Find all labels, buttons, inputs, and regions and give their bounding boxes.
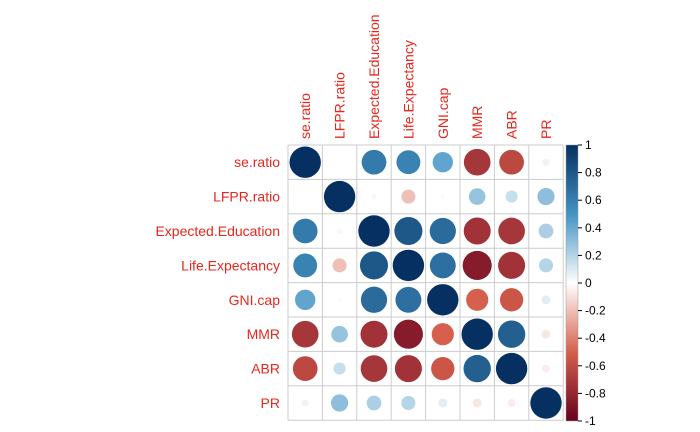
corr-circle-GNI.cap-ABR bbox=[499, 288, 524, 312]
corr-circle-ABR-LFPR.ratio bbox=[333, 362, 346, 375]
corr-circle-Expected.Education-Expected.Education bbox=[358, 215, 390, 247]
corr-circle-GNI.cap-LFPR.ratio bbox=[337, 297, 342, 303]
row-label: MMR bbox=[247, 326, 280, 342]
corr-circle-MMR-LFPR.ratio bbox=[331, 325, 348, 343]
corr-circle-MMR-se.ratio bbox=[291, 320, 319, 348]
column-label: LFPR.ratio bbox=[332, 72, 348, 139]
column-label: GNI.cap bbox=[435, 87, 451, 139]
color-legend-tick-label: -0.6 bbox=[585, 359, 606, 373]
corr-circle-Life.Expectancy-LFPR.ratio bbox=[332, 258, 347, 273]
column-label: ABR bbox=[504, 110, 520, 139]
row-label: LFPR.ratio bbox=[213, 189, 280, 205]
corr-circle-LFPR.ratio-LFPR.ratio bbox=[323, 180, 356, 213]
corr-circle-Life.Expectancy-ABR bbox=[498, 251, 526, 279]
color-legend-bar bbox=[565, 144, 579, 422]
corr-circle-GNI.cap-PR bbox=[541, 295, 551, 305]
corr-circle-GNI.cap-Life.Expectancy bbox=[395, 286, 422, 313]
color-legend-tick-label: -1 bbox=[585, 414, 596, 428]
corr-circle-LFPR.ratio-ABR bbox=[505, 190, 518, 203]
corr-circle-MMR-MMR bbox=[461, 318, 493, 350]
corr-circle-MMR-GNI.cap bbox=[431, 323, 454, 346]
color-legend: 1 0.8 0.6 0.4 0.2 0 -0.2 -0.4 -0.6 -0.8 -1 bbox=[565, 138, 606, 428]
corr-circle-PR-se.ratio bbox=[301, 399, 309, 407]
corr-circle-Expected.Education-Life.Expectancy bbox=[394, 216, 423, 246]
row-label: Life.Expectancy bbox=[181, 257, 280, 273]
corr-circle-Life.Expectancy-MMR bbox=[462, 250, 492, 280]
corr-circle-GNI.cap-GNI.cap bbox=[427, 284, 459, 316]
corr-circle-ABR-Expected.Education bbox=[360, 355, 388, 382]
corr-circle-Expected.Education-ABR bbox=[498, 217, 525, 245]
corr-circle-GNI.cap-Expected.Education bbox=[360, 286, 388, 313]
color-legend-tick-label: -0.8 bbox=[585, 386, 606, 400]
column-label: Life.Expectancy bbox=[400, 40, 416, 139]
corr-circle-Life.Expectancy-GNI.cap bbox=[429, 252, 456, 279]
row-label: PR bbox=[261, 395, 280, 411]
row-label: ABR bbox=[251, 361, 280, 377]
row-labels: se.ratio LFPR.ratio Expected.Education Life… bbox=[155, 154, 280, 411]
color-legend-tick-label: 1 bbox=[585, 138, 592, 152]
corr-circle-Expected.Education-se.ratio bbox=[292, 218, 318, 244]
color-legend-tick-label: 0 bbox=[585, 276, 592, 290]
corr-circle-PR-Expected.Education bbox=[366, 395, 382, 411]
corr-circle-ABR-Life.Expectancy bbox=[394, 355, 422, 383]
corr-circle-MMR-Expected.Education bbox=[360, 320, 388, 348]
corr-circle-LFPR.ratio-MMR bbox=[468, 188, 486, 205]
column-labels: se.ratio LFPR.ratio Expected.Education Life… bbox=[297, 14, 554, 139]
color-legend-tick-label: -0.2 bbox=[585, 304, 606, 318]
corr-circle-se.ratio-Expected.Education bbox=[361, 149, 387, 175]
column-label: PR bbox=[538, 120, 554, 139]
corr-circle-Expected.Education-MMR bbox=[463, 217, 491, 245]
row-label: Expected.Education bbox=[155, 223, 280, 239]
corr-circle-PR-GNI.cap bbox=[438, 398, 448, 408]
corr-circle-Life.Expectancy-se.ratio bbox=[293, 253, 318, 278]
corr-circle-MMR-Life.Expectancy bbox=[393, 319, 423, 349]
corr-circle-ABR-se.ratio bbox=[292, 356, 318, 381]
corr-circle-PR-MMR bbox=[472, 398, 482, 408]
corr-circle-PR-PR bbox=[530, 387, 562, 419]
color-legend-tick-label: 0.2 bbox=[585, 248, 602, 262]
corr-circle-se.ratio-ABR bbox=[499, 149, 524, 175]
corr-circle-PR-ABR bbox=[507, 399, 516, 407]
corr-circle-LFPR.ratio-Life.Expectancy bbox=[401, 189, 416, 204]
corr-circle-se.ratio-MMR bbox=[463, 148, 491, 176]
corr-circle-GNI.cap-se.ratio bbox=[295, 289, 316, 310]
corr-circle-ABR-GNI.cap bbox=[431, 356, 455, 381]
grid bbox=[287, 144, 564, 421]
color-legend-tick-label: 0.6 bbox=[585, 193, 602, 207]
corr-circle-Life.Expectancy-Life.Expectancy bbox=[392, 249, 425, 282]
column-label: Expected.Education bbox=[366, 14, 382, 139]
row-label: GNI.cap bbox=[229, 292, 281, 308]
corr-circle-ABR-PR bbox=[542, 364, 550, 373]
corr-circle-Expected.Education-PR bbox=[538, 223, 554, 239]
color-legend-tick-label: -0.4 bbox=[585, 331, 606, 345]
corr-circle-se.ratio-se.ratio bbox=[289, 146, 321, 178]
corr-circle-PR-LFPR.ratio bbox=[331, 394, 349, 412]
corr-circle-GNI.cap-MMR bbox=[466, 288, 489, 311]
corr-circle-Expected.Education-GNI.cap bbox=[429, 217, 456, 245]
corr-circle-LFPR.ratio-PR bbox=[537, 188, 555, 206]
corr-circle-se.ratio-GNI.cap bbox=[432, 152, 453, 173]
corr-circle-LFPR.ratio-GNI.cap bbox=[440, 194, 446, 199]
column-label: se.ratio bbox=[297, 93, 313, 139]
row-label: se.ratio bbox=[234, 154, 280, 170]
corr-circle-ABR-MMR bbox=[463, 354, 491, 383]
corr-circle-se.ratio-Life.Expectancy bbox=[396, 150, 421, 175]
corr-circle-Expected.Education-LFPR.ratio bbox=[336, 228, 343, 234]
corr-circle-LFPR.ratio-Expected.Education bbox=[371, 193, 377, 200]
color-legend-tick-label: 0.4 bbox=[585, 221, 602, 235]
corr-circle-ABR-ABR bbox=[495, 352, 528, 385]
corr-circle-Life.Expectancy-PR bbox=[538, 258, 554, 273]
color-legend-tick-label: 0.8 bbox=[585, 166, 602, 180]
corr-circle-MMR-PR bbox=[541, 329, 551, 339]
corr-circle-PR-Life.Expectancy bbox=[401, 395, 416, 411]
column-label: MMR bbox=[469, 106, 485, 139]
corr-circle-MMR-ABR bbox=[497, 320, 526, 348]
corr-circle-Life.Expectancy-Expected.Education bbox=[359, 251, 389, 280]
corr-circle-se.ratio-PR bbox=[542, 158, 550, 166]
correlation-circles bbox=[289, 146, 562, 419]
